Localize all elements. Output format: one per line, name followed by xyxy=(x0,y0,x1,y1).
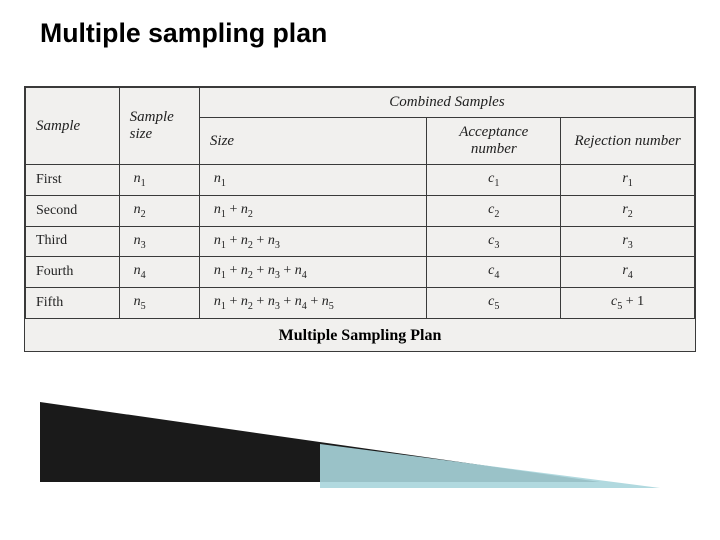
page-title: Multiple sampling plan xyxy=(40,18,327,49)
cell-sample: Fifth xyxy=(26,288,120,319)
cell-rejection: r1 xyxy=(561,165,695,196)
col-header-sample-size: Sample size xyxy=(119,88,199,165)
cell-sample: First xyxy=(26,165,120,196)
sampling-plan-table-container: Sample Sample size Combined Samples Size… xyxy=(24,86,696,352)
table-row: First n1 n1 c1 r1 xyxy=(26,165,695,196)
cell-sample: Second xyxy=(26,195,120,226)
col-header-rejection: Rejection number xyxy=(561,118,695,165)
cell-acceptance: c3 xyxy=(427,226,561,257)
table-row: Fourth n4 n1 + n2 + n3 + n4 c4 r4 xyxy=(26,257,695,288)
cell-acceptance: c2 xyxy=(427,195,561,226)
table-header-row-1: Sample Sample size Combined Samples xyxy=(26,88,695,118)
cell-rejection: r3 xyxy=(561,226,695,257)
col-header-combined-span: Combined Samples xyxy=(199,88,694,118)
slide: Multiple sampling plan Sample Sample siz… xyxy=(0,0,720,540)
cell-sample-size: n5 xyxy=(119,288,199,319)
cell-combined-size: n1 + n2 + n3 + n4 xyxy=(199,257,426,288)
cell-rejection: c5 + 1 xyxy=(561,288,695,319)
table-body: First n1 n1 c1 r1 Second n2 n1 + n2 c2 r… xyxy=(26,165,695,319)
cell-sample: Third xyxy=(26,226,120,257)
table-row: Second n2 n1 + n2 c2 r2 xyxy=(26,195,695,226)
cell-rejection: r2 xyxy=(561,195,695,226)
cell-sample-size: n2 xyxy=(119,195,199,226)
col-header-sample: Sample xyxy=(26,88,120,165)
col-header-combined-size: Size xyxy=(199,118,426,165)
cell-sample: Fourth xyxy=(26,257,120,288)
sampling-plan-table: Sample Sample size Combined Samples Size… xyxy=(25,87,695,319)
cell-acceptance: c1 xyxy=(427,165,561,196)
cell-combined-size: n1 + n2 xyxy=(199,195,426,226)
cell-sample-size: n4 xyxy=(119,257,199,288)
table-row: Fifth n5 n1 + n2 + n3 + n4 + n5 c5 c5 + … xyxy=(26,288,695,319)
table-caption: Multiple Sampling Plan xyxy=(25,319,695,351)
cell-combined-size: n1 + n2 + n3 xyxy=(199,226,426,257)
col-header-acceptance: Acceptance number xyxy=(427,118,561,165)
cell-combined-size: n1 + n2 + n3 + n4 + n5 xyxy=(199,288,426,319)
cell-sample-size: n1 xyxy=(119,165,199,196)
cell-acceptance: c5 xyxy=(427,288,561,319)
table-row: Third n3 n1 + n2 + n3 c3 r3 xyxy=(26,226,695,257)
wedge-teal-decoration xyxy=(320,444,660,488)
cell-sample-size: n3 xyxy=(119,226,199,257)
table-header: Sample Sample size Combined Samples Size… xyxy=(26,88,695,165)
cell-combined-size: n1 xyxy=(199,165,426,196)
cell-acceptance: c4 xyxy=(427,257,561,288)
cell-rejection: r4 xyxy=(561,257,695,288)
